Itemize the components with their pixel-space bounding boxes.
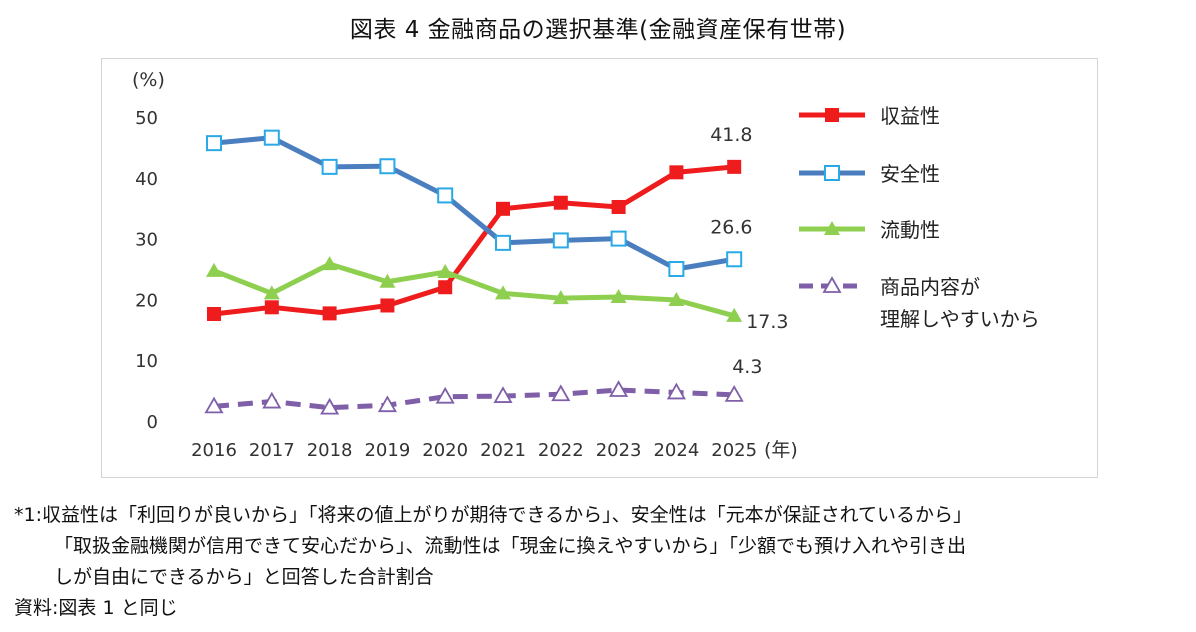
x-axis-unit-label: (年): [764, 439, 798, 461]
series-3-point: [610, 288, 627, 303]
series-2-point: [726, 251, 743, 268]
series-3-point: [437, 264, 454, 279]
series-3-point: [206, 262, 222, 277]
source-note: 資料:図表 1 と同じ: [14, 597, 178, 619]
series-3-point: [321, 256, 338, 271]
x-tick-label: 2016: [191, 440, 237, 461]
series-2-point: [379, 158, 396, 175]
series-4-point: [551, 384, 571, 402]
series-4-point: [609, 380, 629, 397]
series-4-point: [435, 386, 455, 404]
series-3-point: [726, 307, 743, 322]
y-tick-label: 20: [135, 290, 158, 311]
series-2-point: [263, 129, 280, 146]
series-4-line: [213, 387, 735, 411]
series-1-point: [553, 195, 568, 210]
y-tick-label: 0: [147, 412, 158, 433]
series-3-end-label: 17.3: [746, 311, 788, 333]
series-2-point: [495, 234, 511, 251]
series-1-point: [207, 306, 221, 321]
series-1-point: [380, 298, 395, 313]
chart-area: (%) 0 10 20 30 40 50 2016 2017 2018 2019 2020 2021 20…: [101, 58, 1098, 478]
series-2-point: [552, 232, 569, 249]
legend-item-3-marker: [824, 221, 840, 235]
series-1-line: [211, 164, 737, 317]
x-tick-label: 2017: [249, 440, 295, 461]
series-4-point: [666, 382, 686, 400]
series-4-point: [262, 391, 282, 409]
x-tick-label: 2025: [711, 440, 757, 461]
series-2-point: [610, 230, 627, 247]
series-4-point: [724, 385, 744, 402]
x-tick-label: 2020: [422, 440, 468, 461]
series-1-end-label: 41.8: [710, 124, 752, 146]
series-3-point: [379, 273, 396, 288]
series-1-point: [438, 280, 453, 295]
series-1-point: [264, 300, 279, 315]
series-1-point: [727, 159, 742, 174]
y-axis-unit-label: (%): [132, 69, 165, 91]
x-tick-label: 2023: [596, 440, 642, 461]
series-3-point: [668, 292, 685, 307]
y-tick-label: 10: [135, 351, 158, 372]
series-2-end-label: 26.6: [710, 216, 752, 238]
legend-item-1-marker: [825, 108, 839, 122]
series-4-point: [320, 397, 340, 415]
series-3-point: [495, 285, 511, 300]
x-tick-label: 2019: [364, 440, 410, 461]
legend-item-3-label: 流動性: [880, 218, 940, 242]
y-tick-label: 50: [135, 108, 158, 129]
series-4-point: [377, 395, 397, 413]
footnotes: *1:収益性は「利回りが良いから」「将来の値上がりが期待できるから」、安全性は「…: [14, 500, 1184, 624]
series-1-point: [669, 165, 684, 180]
series-3-point: [263, 285, 280, 300]
series-4-point: [204, 396, 224, 414]
series-2-point: [206, 135, 222, 152]
series-1-point: [611, 199, 626, 214]
series-3-point: [552, 290, 569, 305]
footnote-line-3: しが自由にできるから」と回答した合計割合: [54, 566, 434, 588]
legend-item-2-marker: [824, 165, 840, 181]
legend-item-2-label: 安全性: [880, 162, 940, 186]
series-4-end-label: 4.3: [732, 356, 762, 378]
footnote-line-1: *1:収益性は「利回りが良いから」「将来の値上がりが期待できるから」、安全性は「…: [14, 504, 973, 526]
series-2-point: [321, 158, 338, 175]
series-1-point: [496, 201, 510, 216]
x-tick-label: 2024: [653, 440, 699, 461]
line-chart: (%) 0 10 20 30 40 50 2016 2017 2018 2019 2020 2021 20…: [132, 69, 1040, 461]
x-tick-label: 2021: [480, 440, 526, 461]
legend-item-4-label: 商品内容が: [880, 275, 980, 299]
series-1-point: [322, 306, 337, 321]
legend-item-1-label: 収益性: [880, 104, 940, 128]
legend-item-4-label: 理解しやすいから: [880, 307, 1040, 331]
series-2-point: [437, 187, 454, 204]
y-tick-label: 30: [135, 230, 158, 251]
chart-title: 図表 4 金融商品の選択基準(金融資産保有世帯): [349, 17, 847, 43]
footnote-line-2: 「取扱金融機関が信用できて安心だから」、流動性は「現金に換えやすいから」「少額で…: [54, 535, 967, 557]
x-tick-label: 2018: [307, 440, 353, 461]
series-3-line: [211, 261, 737, 319]
series-4-point: [493, 386, 513, 403]
legend-item-4-marker: [822, 276, 842, 293]
series-2-line: [211, 135, 737, 272]
series-2-point: [668, 261, 685, 277]
x-tick-label: 2022: [538, 440, 584, 461]
y-tick-label: 40: [135, 169, 158, 190]
